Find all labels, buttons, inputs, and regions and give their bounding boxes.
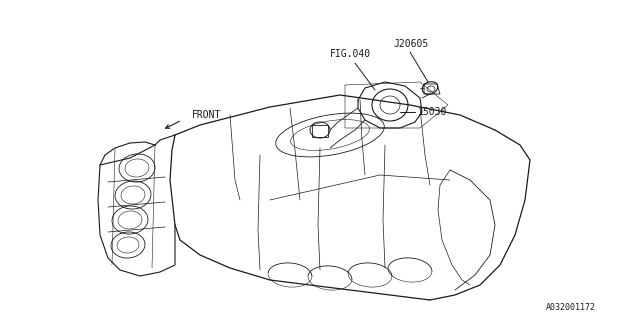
Text: 15030: 15030 <box>418 107 447 117</box>
Text: FIG.040: FIG.040 <box>330 49 371 59</box>
Text: FRONT: FRONT <box>192 110 221 120</box>
Text: J20605: J20605 <box>393 39 428 49</box>
Text: A032001172: A032001172 <box>546 302 596 311</box>
